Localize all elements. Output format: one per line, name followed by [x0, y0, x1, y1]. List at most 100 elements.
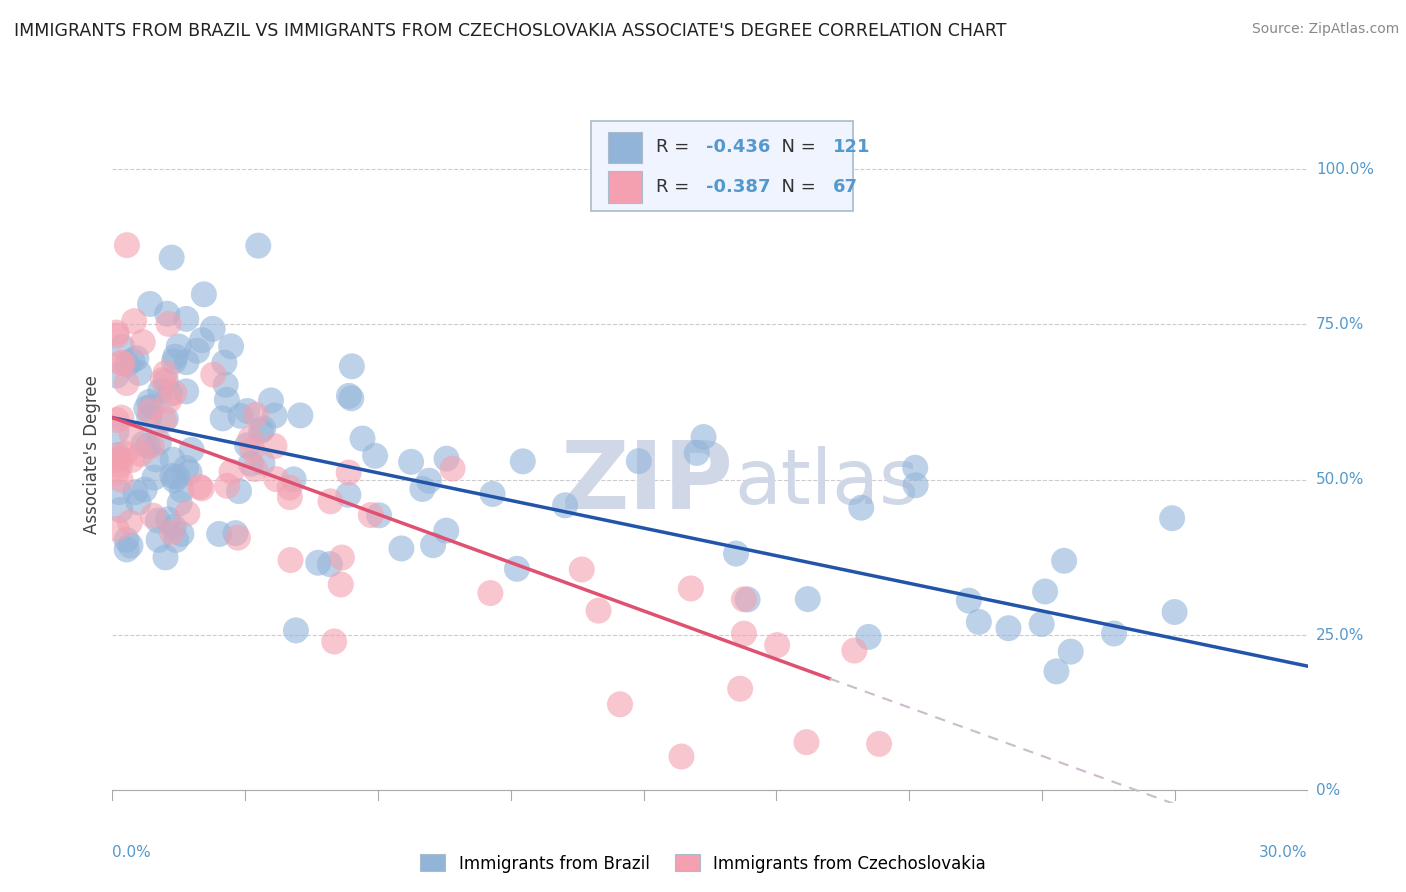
Point [724, 547, 747, 561]
Point [399, 455, 422, 469]
Point [121, 353, 143, 368]
Point [226, 531, 249, 545]
Point [214, 356, 236, 370]
Point [225, 526, 247, 541]
Point [138, 410, 160, 425]
Point [283, 472, 305, 486]
Point [571, 562, 593, 576]
Point [340, 392, 363, 406]
Point [121, 453, 143, 467]
Point [512, 454, 534, 468]
Point [252, 421, 274, 435]
Point [110, 503, 132, 517]
Point [868, 737, 890, 751]
Point [163, 385, 186, 400]
Point [844, 643, 866, 657]
Point [733, 592, 755, 607]
Text: atlas: atlas [734, 446, 918, 520]
Point [436, 451, 458, 466]
Point [319, 494, 342, 508]
Text: 25.0%: 25.0% [1316, 628, 1364, 642]
Point [506, 562, 529, 576]
Point [797, 592, 820, 607]
Point [240, 442, 263, 457]
Point [627, 454, 650, 468]
Point [114, 447, 136, 461]
Point [176, 506, 198, 520]
Point [278, 481, 301, 495]
Point [169, 496, 191, 510]
Point [155, 366, 177, 380]
Point [391, 541, 413, 556]
Point [211, 411, 233, 425]
Point [174, 384, 197, 399]
Point [105, 449, 128, 463]
Point [252, 456, 274, 470]
Point [191, 481, 214, 495]
Point [904, 478, 927, 492]
Point [368, 508, 391, 523]
Point [1031, 617, 1053, 632]
Point [284, 624, 307, 638]
Point [124, 485, 146, 500]
Text: 121: 121 [834, 138, 870, 156]
Point [134, 483, 156, 497]
Point [121, 426, 143, 441]
Point [170, 483, 193, 497]
Text: 75.0%: 75.0% [1316, 317, 1364, 332]
Point [554, 498, 576, 512]
Point [1053, 554, 1076, 568]
Point [737, 592, 759, 607]
Point [411, 482, 433, 496]
Point [307, 556, 329, 570]
Point [105, 452, 128, 467]
Point [105, 326, 128, 340]
Text: 30.0%: 30.0% [1260, 845, 1308, 860]
Point [105, 466, 128, 480]
Point [692, 430, 714, 444]
Point [108, 485, 131, 500]
Point [143, 470, 166, 484]
Point [728, 681, 751, 696]
Point [679, 582, 702, 596]
Point [132, 335, 155, 350]
Text: 0.0%: 0.0% [112, 845, 152, 860]
Point [329, 577, 352, 591]
Point [1163, 605, 1185, 619]
Point [160, 525, 183, 540]
Point [163, 473, 186, 487]
Point [337, 466, 360, 480]
Point [159, 386, 181, 401]
Point [997, 621, 1019, 635]
Point [179, 465, 201, 479]
Point [217, 479, 239, 493]
Point [152, 373, 174, 387]
Point [129, 447, 152, 461]
Point [138, 395, 160, 409]
Point [1102, 626, 1125, 640]
FancyBboxPatch shape [609, 171, 643, 202]
Point [141, 439, 163, 453]
Point [166, 469, 188, 483]
Legend: Immigrants from Brazil, Immigrants from Czechoslovakia: Immigrants from Brazil, Immigrants from … [413, 847, 993, 880]
Point [122, 314, 145, 328]
Point [236, 438, 259, 452]
Point [162, 452, 184, 467]
Point [167, 339, 190, 353]
Point [1033, 584, 1056, 599]
Point [208, 527, 231, 541]
Point [263, 409, 285, 423]
Text: R =: R = [657, 178, 695, 196]
Point [360, 508, 382, 522]
Point [1161, 511, 1184, 525]
Point [243, 462, 266, 476]
Point [115, 542, 138, 557]
Point [418, 474, 440, 488]
Point [142, 508, 165, 523]
Point [250, 424, 273, 438]
Point [193, 287, 215, 301]
Point [132, 437, 155, 451]
Point [115, 357, 138, 371]
Point [156, 512, 179, 526]
Point [858, 630, 880, 644]
